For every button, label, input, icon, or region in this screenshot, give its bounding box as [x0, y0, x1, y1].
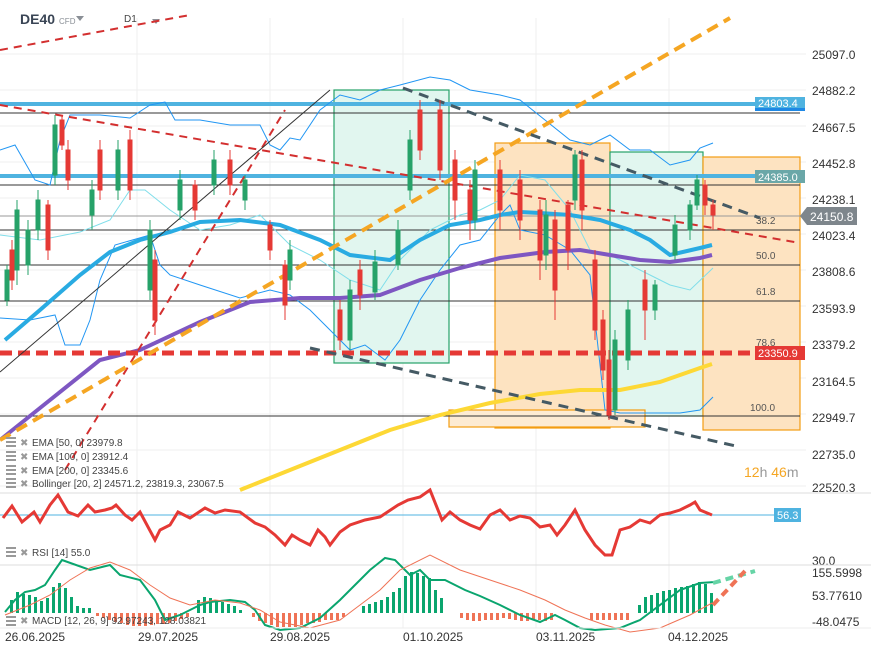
- svg-text:22735.0: 22735.0: [812, 448, 856, 462]
- candle-countdown-timer: 12h 46m: [744, 464, 799, 480]
- svg-text:23808.6: 23808.6: [812, 265, 856, 279]
- symbol-dropdown-caret-icon[interactable]: [76, 16, 84, 21]
- svg-text:29.07.2025: 29.07.2025: [138, 630, 198, 644]
- level-tag-mid: [755, 170, 805, 183]
- macd-projection-red: [711, 569, 747, 607]
- timer-hours-unit: h: [759, 464, 768, 480]
- macd-line: [4, 556, 716, 632]
- level-tag-support: [755, 346, 805, 360]
- candlesticks: [4, 100, 716, 420]
- svg-text:23379.2: 23379.2: [812, 338, 856, 352]
- ema200-legend[interactable]: EMA [200, 0] 23345.6: [32, 466, 129, 477]
- orange-zone-2: [702, 156, 801, 431]
- svg-text:23164.5: 23164.5: [812, 375, 856, 389]
- rsi-line: [1, 487, 713, 557]
- level-tag-support-text: 23350.9: [758, 348, 798, 360]
- ema200-line: [239, 362, 713, 492]
- svg-text:24452.8: 24452.8: [812, 157, 856, 171]
- macd-legend[interactable]: MACD [12, 26, 9] 92.97243, 128.03821: [32, 616, 206, 627]
- bollinger-lower: [0, 204, 714, 414]
- fib-50-label: 50.0: [756, 251, 776, 262]
- rsi-value-text: 56.3: [777, 510, 798, 522]
- svg-text:24667.5: 24667.5: [812, 121, 856, 135]
- macd-remove-icon[interactable]: ✖: [20, 616, 28, 627]
- dark-downtrend-line-lower[interactable]: [309, 346, 741, 449]
- ema50-remove-icon[interactable]: ✖: [20, 438, 28, 449]
- svg-text:22520.3: 22520.3: [812, 481, 856, 495]
- ema100-remove-icon[interactable]: ✖: [20, 452, 28, 463]
- price-axis[interactable]: 25097.0 24882.2 24667.5 24452.8 24238.1 …: [812, 48, 856, 495]
- fib-lines: [0, 112, 800, 417]
- svg-text:04.12.2025: 04.12.2025: [668, 630, 728, 644]
- thin-black-trend-line[interactable]: [0, 89, 331, 373]
- orange-uptrend-line[interactable]: [0, 16, 732, 442]
- red-steep-trend-line[interactable]: [64, 109, 286, 471]
- svg-text:24023.4: 24023.4: [812, 229, 856, 243]
- ema100-legend[interactable]: EMA [100, 0] 23912.4: [32, 452, 129, 463]
- macd-projection-green: [712, 569, 756, 585]
- fib-61-8-label: 61.8: [756, 287, 776, 298]
- bollinger-legend[interactable]: Bollinger [20, 2] 24571.2, 23819.3, 2306…: [32, 479, 224, 490]
- svg-text:23593.9: 23593.9: [812, 302, 856, 316]
- svg-text:03.11.2025: 03.11.2025: [536, 630, 595, 644]
- current-price-tag: [800, 207, 857, 225]
- red-upper-trend-line[interactable]: [0, 14, 191, 51]
- date-axis[interactable]: 26.06.2025 29.07.2025 29.08.2025 01.10.2…: [5, 630, 728, 644]
- current-price-text: 24150.8: [810, 210, 854, 224]
- svg-text:-48.0475: -48.0475: [812, 615, 860, 629]
- svg-text:25097.0: 25097.0: [812, 48, 856, 62]
- ema50-legend[interactable]: EMA [50, 0] 23979.8: [32, 438, 123, 449]
- ema100-line: [0, 247, 713, 442]
- timer-hours: 12: [744, 464, 760, 480]
- timeframe-selector[interactable]: D1: [124, 14, 137, 25]
- svg-text:26.06.2025: 26.06.2025: [5, 630, 65, 644]
- level-tag-upper-text: 24803.4: [758, 98, 798, 110]
- svg-text:24882.2: 24882.2: [812, 84, 856, 98]
- bollinger-upper: [0, 76, 714, 186]
- level-tag-upper: [755, 97, 805, 108]
- svg-text:24238.1: 24238.1: [812, 193, 856, 207]
- svg-text:01.10.2025: 01.10.2025: [403, 630, 463, 644]
- macd-histogram-positive: [10, 572, 713, 613]
- green-zone-2: [609, 151, 704, 417]
- timer-minutes: 46: [771, 464, 787, 480]
- macd-axis: 155.5998 53.77610 -48.0475: [812, 566, 862, 629]
- level-tag-mid-text: 24385.0: [758, 172, 798, 184]
- svg-text:53.77610: 53.77610: [812, 589, 862, 603]
- rsi-remove-icon[interactable]: ✖: [20, 548, 28, 559]
- bollinger-remove-icon[interactable]: ✖: [20, 479, 28, 490]
- svg-text:155.5998: 155.5998: [812, 566, 862, 580]
- macd-signal-line: [4, 554, 713, 633]
- ema50-line: [3, 209, 713, 342]
- svg-text:29.08.2025: 29.08.2025: [270, 630, 330, 644]
- red-downtrend-line[interactable]: [0, 104, 801, 244]
- rsi-value-tag: [774, 508, 801, 522]
- indicator-legend: ✖ EMA [50, 0] 23979.8 ✖ EMA [100, 0] 239…: [6, 437, 224, 490]
- fib-100-label: 100.0: [750, 403, 775, 414]
- symbol-label: DE40: [20, 11, 56, 27]
- svg-text:22949.7: 22949.7: [812, 411, 856, 425]
- ema200-remove-icon[interactable]: ✖: [20, 466, 28, 477]
- fib-38-2-label: 38.2: [756, 216, 776, 227]
- timer-minutes-unit: m: [786, 464, 799, 480]
- symbol-selector[interactable]: DE40 CFD: [20, 11, 75, 27]
- rsi-legend[interactable]: RSI [14] 55.0: [32, 548, 91, 559]
- fib-78-6-label: 78.6: [756, 338, 776, 349]
- instrument-type-label: CFD: [59, 17, 76, 26]
